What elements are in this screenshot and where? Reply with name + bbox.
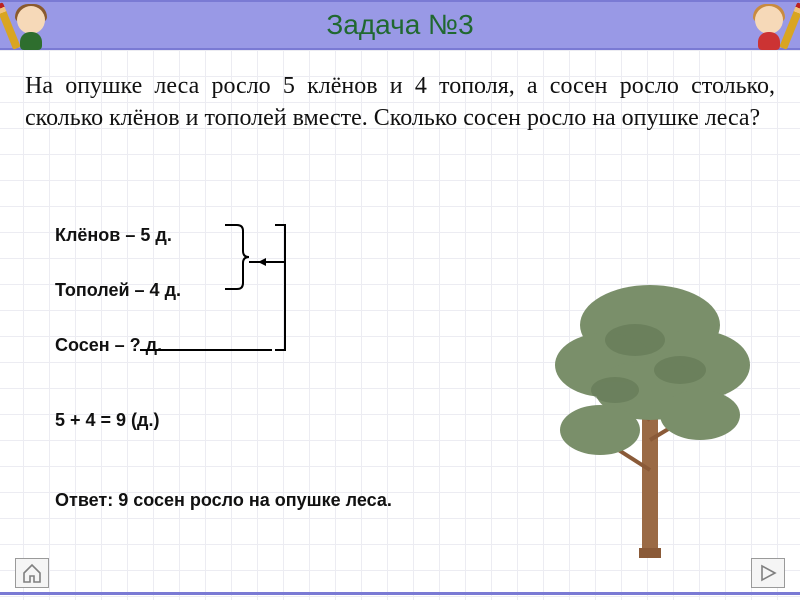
slide-title: Задача №3 [326,9,473,41]
next-button[interactable] [751,558,785,588]
header-bar: Задача №3 [0,0,800,50]
pine-tree-illustration [540,270,760,560]
home-icon [21,563,43,583]
given-line-3: Сосен – ? д. [55,335,162,356]
arrow-right-icon [757,563,779,583]
given-line-2: Тополей – 4 д. [55,280,181,301]
home-button[interactable] [15,558,49,588]
given-line-1: Клёнов – 5 д. [55,225,172,246]
kid-head [17,6,45,34]
calculation-text: 5 + 4 = 9 (д.) [55,410,159,431]
kid-head [755,6,783,34]
slide-page: Задача №3 На опушке леса росло 5 клёнов … [0,0,800,600]
decoration-kid-right [744,0,794,50]
answer-text: Ответ: 9 сосен росло на опушке леса. [55,490,392,511]
kid-body [20,32,42,50]
footer-divider [0,592,800,595]
decoration-kid-left [6,0,56,50]
problem-text: На опушке леса росло 5 клёнов и 4 тополя… [25,70,775,135]
kid-body [758,32,780,50]
